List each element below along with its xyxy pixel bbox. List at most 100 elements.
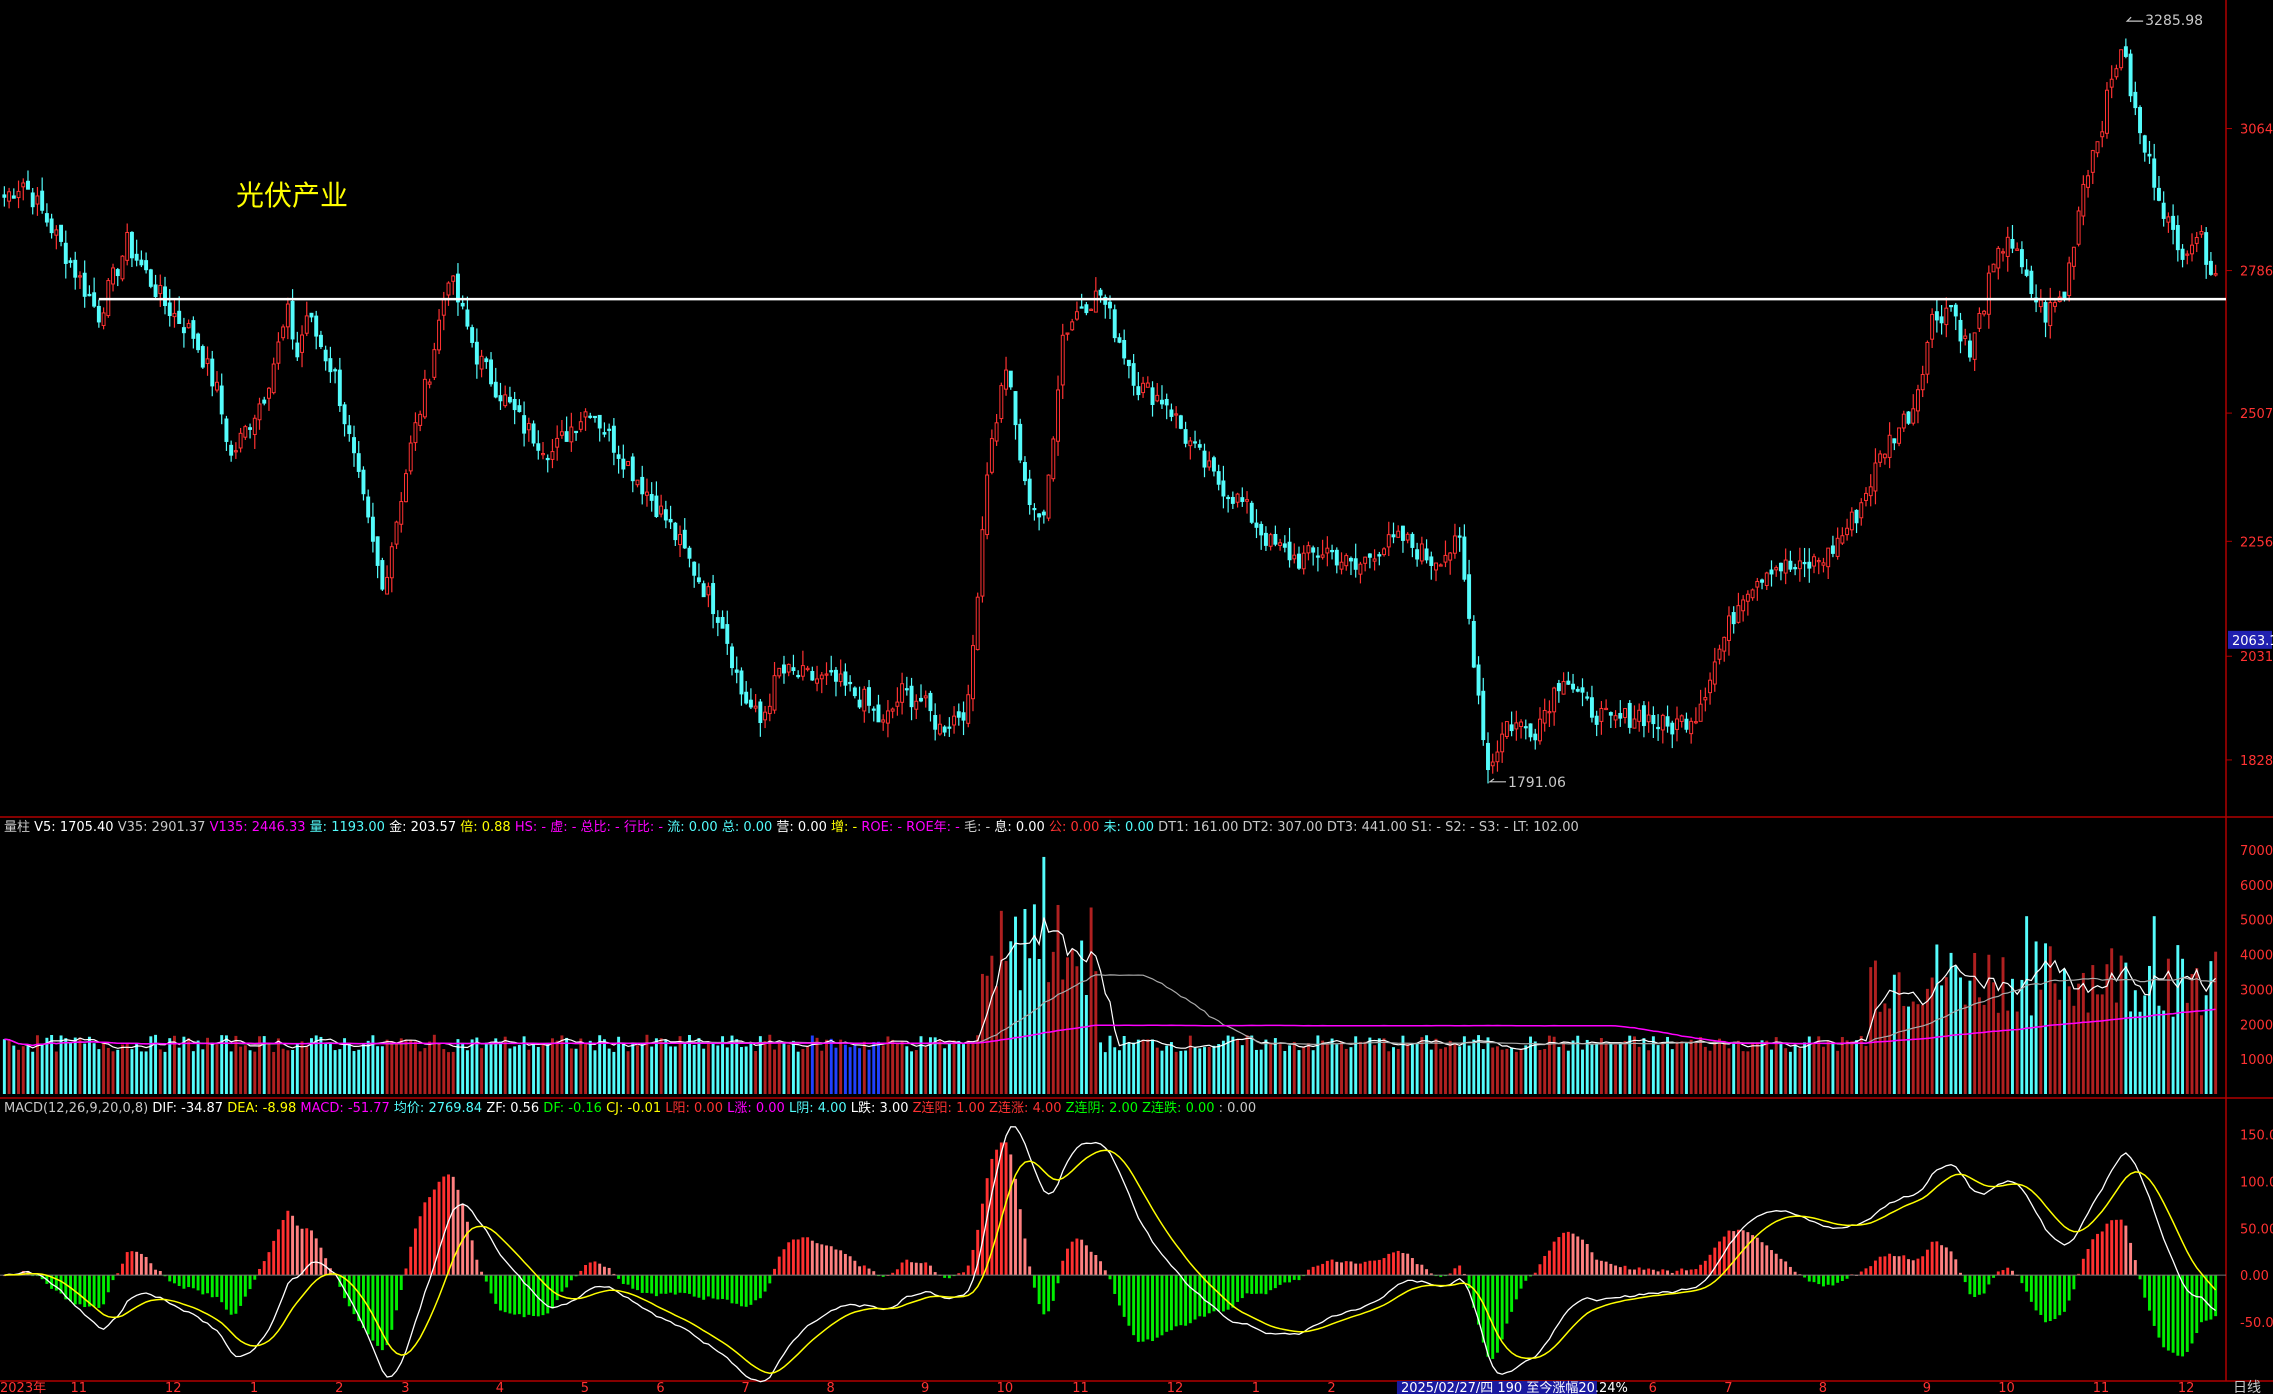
candle-body [1623, 708, 1627, 718]
candle-body [139, 259, 144, 266]
candle-body [1471, 620, 1476, 668]
macd-bar [125, 1252, 129, 1276]
candle [895, 687, 900, 716]
macd-bar [957, 1273, 961, 1276]
candle-body [1282, 543, 1287, 548]
macd-bar [243, 1275, 247, 1297]
candle-body [215, 381, 219, 391]
candle-body [791, 667, 796, 672]
candle-body [2038, 299, 2043, 308]
candle [2076, 206, 2081, 247]
candle-body [1495, 751, 1500, 763]
candle-body [1967, 340, 1972, 358]
macd-bar [376, 1275, 380, 1346]
candle-body [1684, 718, 1689, 730]
candle-body [947, 726, 952, 729]
macd-bar [1500, 1275, 1504, 1340]
volume-bar [2034, 941, 2038, 1094]
macd-bar [579, 1270, 583, 1276]
macd-bar [1746, 1232, 1750, 1276]
volume-bar [1609, 1043, 1613, 1094]
candle-body [725, 624, 730, 644]
volume-bar [385, 1039, 389, 1094]
candle-body [526, 423, 531, 431]
candle [1032, 503, 1037, 521]
volume-bar [172, 1035, 176, 1094]
volume-bar [437, 1042, 441, 1094]
candle-body [1008, 370, 1013, 388]
macd-bar [343, 1275, 347, 1299]
candle [1160, 385, 1164, 409]
macd-bar [650, 1275, 654, 1294]
macd-bar [135, 1251, 139, 1276]
volume-bar [1061, 979, 1065, 1094]
period-label[interactable]: 日线 [2233, 1380, 2261, 1394]
candle-body [1689, 720, 1694, 735]
candle [526, 417, 531, 442]
volume-bar [187, 1038, 191, 1094]
macd-bar [1538, 1264, 1542, 1276]
candle-body [229, 444, 234, 456]
candle [616, 445, 621, 474]
candle-body [196, 333, 201, 351]
volume-bar [801, 1048, 805, 1094]
candle [498, 382, 503, 410]
volume-bar [1628, 1035, 1632, 1094]
candle [1400, 525, 1405, 553]
candle-body [54, 229, 59, 236]
volume-bar [1032, 904, 1036, 1094]
candle-body [1013, 391, 1018, 426]
candle [1410, 532, 1415, 558]
candle-body [1089, 308, 1094, 311]
candle-body [1906, 411, 1911, 424]
volume-bar [1004, 960, 1008, 1094]
volume-bar [2077, 983, 2081, 1094]
candle [687, 545, 692, 568]
candle [2090, 149, 2095, 184]
candle [1509, 711, 1514, 737]
candle [791, 654, 796, 675]
macd-bar [2048, 1275, 2052, 1322]
candle-body [1193, 441, 1198, 444]
volume-bar [910, 1051, 914, 1094]
macd-bar [517, 1275, 521, 1315]
macd-bar [839, 1250, 843, 1276]
candle-body [427, 381, 432, 385]
candle-body [682, 529, 687, 549]
candle [1022, 456, 1027, 486]
candle [1589, 685, 1594, 723]
volume-bar [2, 1039, 6, 1094]
date-tick-label: 12 [165, 1381, 182, 1394]
volume-bar [1618, 1043, 1622, 1094]
macd-bar [1562, 1232, 1566, 1276]
volume-bar [621, 1043, 625, 1094]
candle-body [437, 319, 442, 351]
volume-bar [1207, 1046, 1211, 1094]
candle-body [1727, 615, 1731, 641]
volume-bar [1788, 1051, 1792, 1094]
macd-bar [1491, 1275, 1495, 1359]
legend-entry: MACD: -51.77 [296, 1101, 390, 1116]
macd-bar [2171, 1275, 2175, 1353]
volume-bar [2185, 1002, 2189, 1094]
candle-body [115, 269, 120, 277]
volume-bar [598, 1035, 602, 1094]
candle-body [1982, 310, 1987, 315]
macd-bar [1084, 1245, 1088, 1276]
candle-body [1594, 715, 1599, 725]
macd-bar [149, 1263, 153, 1276]
volume-bar [1784, 1048, 1788, 1094]
candle [1760, 578, 1765, 590]
candle-body [1438, 564, 1443, 567]
volume-bar [2025, 916, 2029, 1094]
candle [1358, 561, 1363, 584]
candle [1386, 521, 1391, 557]
candle [843, 663, 848, 696]
volume-bar [1429, 1049, 1433, 1094]
macd-bar [1032, 1275, 1036, 1288]
macd-bar [206, 1275, 209, 1294]
volume-bar [116, 1049, 120, 1094]
volume-bar [777, 1042, 781, 1094]
candle-body [1500, 733, 1505, 753]
